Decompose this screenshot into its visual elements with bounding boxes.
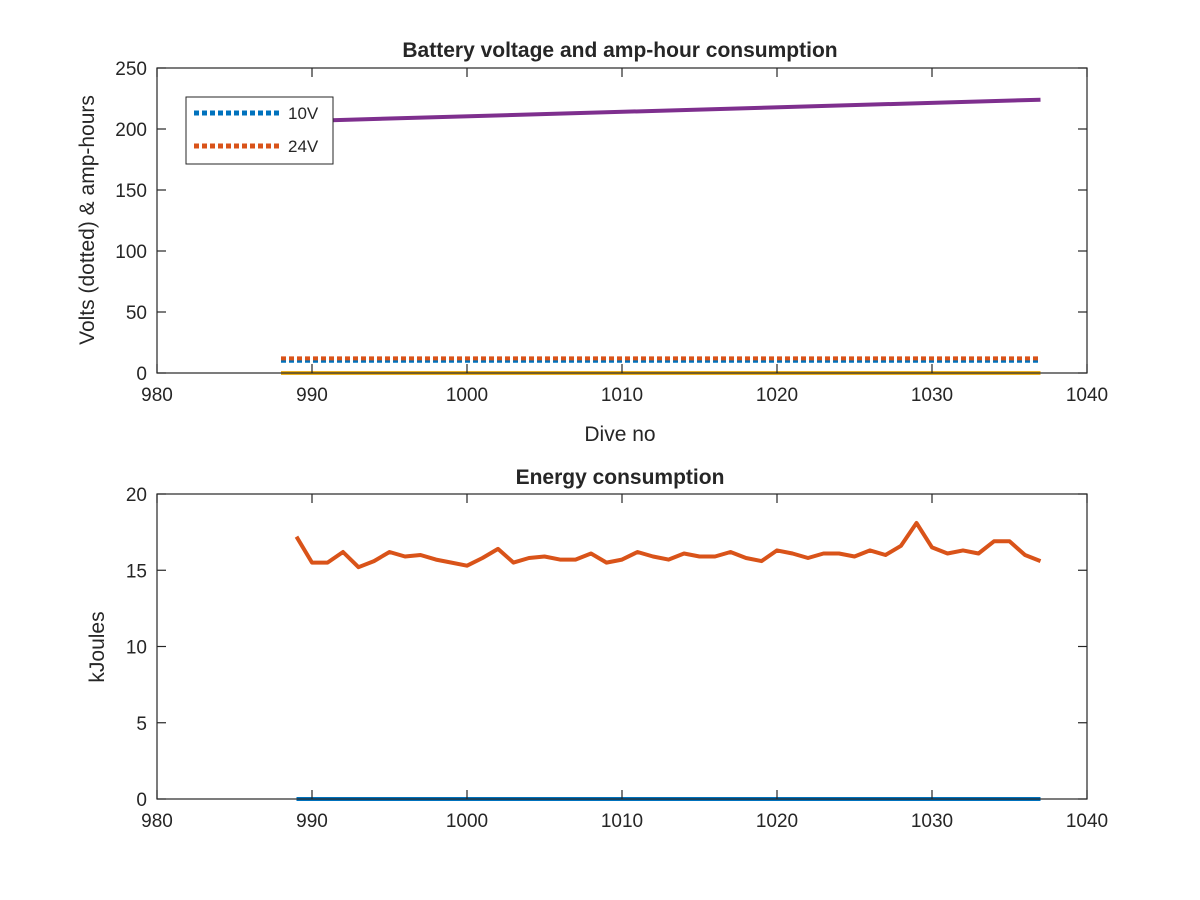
energy-chart-ytick-label-2: 10 (126, 638, 147, 659)
voltage-chart-ylabel: Volts (dotted) & amp-hours (76, 95, 99, 345)
voltage-chart-ytick-label-0: 0 (136, 364, 147, 385)
energy-chart-xtick-label-1: 990 (296, 811, 328, 832)
energy-chart-xtick-label-4: 1020 (756, 811, 798, 832)
energy-chart-xtick-label-0: 980 (141, 811, 173, 832)
voltage-chart-series-3-line (280, 97, 1041, 124)
energy-chart-ytick-label-4: 20 (126, 485, 147, 506)
voltage-chart-xtick-label-1: 990 (296, 385, 328, 406)
voltage-chart-ytick-label-5: 250 (115, 59, 147, 80)
energy-chart-ytick-label-1: 5 (136, 714, 147, 735)
voltage-chart-series (280, 97, 1041, 375)
energy-chart: Energy consumption 980 990 1000 1010 1020 103… (86, 466, 1108, 832)
voltage-chart-xtick-label-3: 1010 (601, 385, 643, 406)
energy-chart-xtick-label-6: 1040 (1066, 811, 1108, 832)
voltage-chart-ytick-label-1: 50 (126, 303, 147, 324)
voltage-chart: Battery voltage and amp-hour consumption… (76, 39, 1108, 446)
voltage-chart-ytick-label-3: 150 (115, 181, 147, 202)
energy-chart-xtick-label-3: 1010 (601, 811, 643, 832)
voltage-chart-title: Battery voltage and amp-hour consumption (402, 39, 837, 62)
voltage-chart-xtick-label-6: 1040 (1066, 385, 1108, 406)
legend-label-10v: 10V (288, 104, 319, 123)
voltage-chart-xtick-label-4: 1020 (756, 385, 798, 406)
voltage-chart-xtick-label-0: 980 (141, 385, 173, 406)
legend-box (185, 96, 334, 165)
energy-chart-ytick-label-0: 0 (136, 790, 147, 811)
energy-chart-series-1-line (294, 521, 1042, 570)
voltage-chart-xtick-label-5: 1030 (911, 385, 953, 406)
voltage-chart-xtick-label-2: 1000 (446, 385, 488, 406)
voltage-chart-xlabel: Dive no (584, 423, 655, 446)
energy-chart-ytick-label-3: 15 (126, 561, 147, 582)
legend: 10V 24V (185, 96, 334, 165)
voltage-chart-ytick-label-2: 100 (115, 242, 147, 263)
energy-chart-xtick-label-2: 1000 (446, 811, 488, 832)
energy-chart-title: Energy consumption (516, 466, 725, 489)
energy-chart-ylabel: kJoules (86, 611, 109, 682)
energy-chart-series (294, 521, 1042, 801)
voltage-chart-ytick-label-4: 200 (115, 120, 147, 141)
energy-chart-xtick-label-5: 1030 (911, 811, 953, 832)
voltage-chart-ticks: 980 990 1000 1010 1020 1030 1040 0 50 100 150 200 25… (115, 59, 1108, 406)
energy-chart-ticks: 980 990 1000 1010 1020 1030 1040 0 5 10 15 20 (126, 485, 1108, 832)
legend-label-24v: 24V (288, 137, 319, 156)
